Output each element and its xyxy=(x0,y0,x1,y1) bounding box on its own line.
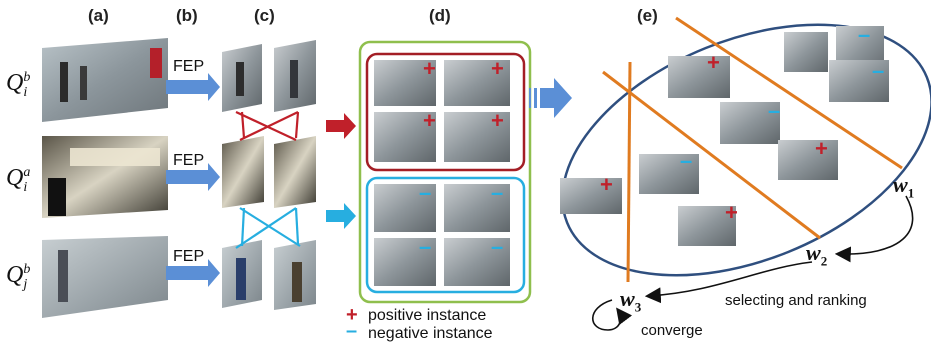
plus-icon: + xyxy=(815,136,828,161)
plus-icon: + xyxy=(423,108,436,133)
arrow-w1-to-w2 xyxy=(834,195,914,263)
fep-label-3: FEP xyxy=(173,248,205,265)
positive-pair-links xyxy=(235,111,300,141)
positive-instance-label: positive instance xyxy=(368,307,487,324)
arrow-right-icon-negative xyxy=(326,203,356,229)
minus-icon: – xyxy=(768,98,781,123)
query-label-1: Qbi xyxy=(6,70,31,100)
arrow-right-icon-main xyxy=(529,78,572,118)
frame-pair-3 xyxy=(222,240,316,310)
weight-w3: w3 xyxy=(620,286,642,315)
panel-label-e: (e) xyxy=(637,6,658,25)
plus-icon: + xyxy=(346,304,358,326)
positive-instance-box xyxy=(365,52,526,172)
minus-icon: – xyxy=(872,58,885,83)
minus-icon: – xyxy=(419,180,432,205)
panel-label-b: (b) xyxy=(176,6,198,25)
plus-icon: + xyxy=(725,200,738,225)
minus-icon: – xyxy=(419,234,432,259)
video-frame-a1 xyxy=(42,38,168,122)
fep-arrow-2 xyxy=(166,163,220,191)
plus-icon: + xyxy=(491,56,504,81)
minus-icon: – xyxy=(491,234,504,259)
arrow-right-icon-positive xyxy=(326,113,356,139)
negative-instance-label: negative instance xyxy=(368,325,493,342)
panel-label-a: (a) xyxy=(88,6,109,25)
negative-instance-box xyxy=(365,176,526,294)
frame-pair-1 xyxy=(222,40,316,112)
video-frame-a2 xyxy=(42,136,168,218)
video-frame-a3 xyxy=(42,236,168,318)
converge-loop-arrow xyxy=(592,299,633,331)
hyperplane-w2 xyxy=(602,70,821,240)
panel-label-d: (d) xyxy=(429,6,451,25)
minus-icon: – xyxy=(680,148,693,173)
fep-arrow-3 xyxy=(166,259,220,287)
plus-icon: + xyxy=(491,108,504,133)
minus-icon: – xyxy=(858,22,871,47)
instance-box-outer xyxy=(358,40,532,304)
plus-icon: + xyxy=(600,172,613,197)
instances-e xyxy=(560,26,889,246)
selecting-ranking-label: selecting and ranking xyxy=(725,292,867,309)
converge-label: converge xyxy=(641,322,703,339)
plus-icon: + xyxy=(423,56,436,81)
fep-arrow-1 xyxy=(166,73,220,101)
query-label-3: Qbj xyxy=(6,262,31,292)
feature-space-ellipse xyxy=(561,23,931,277)
fep-label-2: FEP xyxy=(173,152,205,169)
negative-pair-links xyxy=(235,207,301,249)
frame-pair-2 xyxy=(222,136,316,208)
hyperplane-w1 xyxy=(675,16,903,170)
fep-label-1: FEP xyxy=(173,58,205,75)
query-label-2: Qai xyxy=(6,165,31,195)
arrow-w2-to-w3 xyxy=(644,261,813,304)
weight-w1: w1 xyxy=(893,172,915,201)
positive-instances-d xyxy=(374,60,510,162)
minus-icon: – xyxy=(346,320,358,342)
hyperplane-w3 xyxy=(626,61,632,283)
plus-icon: + xyxy=(707,50,720,75)
minus-icon: – xyxy=(491,180,504,205)
weight-w2: w2 xyxy=(806,240,828,269)
negative-instances-d xyxy=(374,184,510,286)
panel-label-c: (c) xyxy=(254,6,275,25)
